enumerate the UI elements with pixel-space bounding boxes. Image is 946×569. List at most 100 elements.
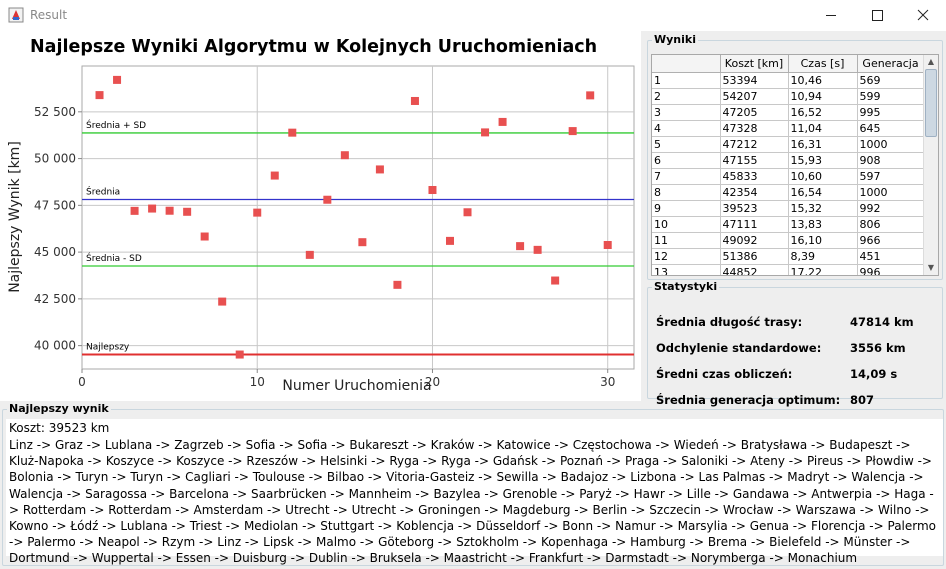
data-point xyxy=(270,171,279,180)
best-result-legend: Najlepszy wynik xyxy=(7,402,111,416)
table-cell: 9 xyxy=(652,200,721,217)
table-cell: 8,39 xyxy=(788,248,858,265)
table-cell: 5 xyxy=(652,136,721,153)
table-cell: 10,46 xyxy=(788,72,858,89)
data-point xyxy=(568,127,577,136)
y-tick-label: 47 500 xyxy=(34,198,76,212)
table-cell: 1000 xyxy=(857,184,925,201)
stat-value: 3556 km xyxy=(850,341,906,355)
table-cell: 47111 xyxy=(720,216,789,233)
table-cell: 15,93 xyxy=(788,152,858,169)
table-cell: 47205 xyxy=(720,104,789,121)
data-point xyxy=(323,195,332,204)
data-point xyxy=(603,240,612,249)
data-point xyxy=(586,91,595,100)
y-tick-label: 52 500 xyxy=(34,105,76,119)
reference-line-label: Średnia + SD xyxy=(86,119,146,131)
data-point xyxy=(481,128,490,137)
scatter-chart: Najlepsze Wyniki Algorytmu w Kolejnych U… xyxy=(7,37,635,394)
table-row[interactable]: 5 47212 16,31 1000 xyxy=(652,136,925,153)
chart-panel: Najlepsze Wyniki Algorytmu w Kolejnych U… xyxy=(0,31,641,401)
close-button[interactable] xyxy=(900,0,946,31)
table-cell: 54207 xyxy=(720,88,789,105)
column-header[interactable] xyxy=(652,55,721,73)
data-point xyxy=(165,206,174,215)
data-point xyxy=(463,208,472,217)
table-cell: 53394 xyxy=(720,72,789,89)
best-cost: Koszt: 39523 km xyxy=(9,421,110,435)
table-cell: 47328 xyxy=(720,120,789,137)
table-cell: 11,04 xyxy=(788,120,858,137)
table-cell: 11 xyxy=(652,232,721,249)
y-tick-label: 45 000 xyxy=(34,245,76,259)
table-cell: 39523 xyxy=(720,200,789,217)
table-row[interactable]: 8 42354 16,54 1000 xyxy=(652,184,925,201)
results-scrollbar[interactable]: ▲ ▼ xyxy=(923,55,938,275)
table-cell: 569 xyxy=(857,72,925,89)
reference-line-label: Najlepszy xyxy=(86,343,130,353)
table-row[interactable]: 4 47328 11,04 645 xyxy=(652,120,925,137)
data-point xyxy=(288,128,297,137)
java-app-icon xyxy=(8,7,24,23)
x-tick-label: 10 xyxy=(250,375,265,389)
table-cell: 645 xyxy=(857,120,925,137)
column-header[interactable]: Generacja xyxy=(857,55,925,73)
data-point xyxy=(183,207,192,216)
results-legend: Wyniki xyxy=(652,33,698,47)
data-point xyxy=(235,350,244,359)
table-cell: 10,60 xyxy=(788,168,858,185)
table-row[interactable]: 11 49092 16,10 966 xyxy=(652,232,925,249)
results-table: Koszt [km] Czas [s] Generacja 1 53394 10,46 5… xyxy=(652,55,925,275)
table-row[interactable]: 7 45833 10,60 597 xyxy=(652,168,925,185)
x-axis-label: Numer Uruchomienia xyxy=(282,378,431,394)
stat-label: Średnia generacja optimum: xyxy=(656,393,841,407)
table-row[interactable]: 13 44852 17,22 996 xyxy=(652,264,925,275)
data-point xyxy=(393,280,402,289)
column-header[interactable]: Koszt [km] xyxy=(720,55,789,73)
maximize-button[interactable] xyxy=(854,0,900,31)
table-cell: 17,22 xyxy=(788,264,858,275)
table-row[interactable]: 6 47155 15,93 908 xyxy=(652,152,925,169)
table-cell: 44852 xyxy=(720,264,789,275)
x-tick-label: 0 xyxy=(78,375,86,389)
x-tick-label: 30 xyxy=(600,375,615,389)
table-cell: 10 xyxy=(652,216,721,233)
best-result-text-area[interactable]: Koszt: 39523 km Linz -> Graz -> Lublana … xyxy=(6,419,943,565)
best-result-panel: Najlepszy wynik Koszt: 39523 km Linz -> … xyxy=(2,402,944,566)
minimize-button[interactable] xyxy=(808,0,854,31)
scroll-up-icon[interactable]: ▲ xyxy=(927,57,935,66)
table-row[interactable]: 9 39523 15,32 992 xyxy=(652,200,925,217)
stat-value: 14,09 s xyxy=(850,367,898,381)
table-cell: 806 xyxy=(857,216,925,233)
scroll-down-icon[interactable]: ▼ xyxy=(927,263,935,272)
table-cell: 13 xyxy=(652,264,721,275)
table-row[interactable]: 3 47205 16,52 995 xyxy=(652,104,925,121)
y-axis-label: Najlepszy Wynik [km] xyxy=(7,141,23,293)
table-cell: 451 xyxy=(857,248,925,265)
data-point xyxy=(113,75,122,84)
x-tick-label: 20 xyxy=(425,375,440,389)
table-row[interactable]: 2 54207 10,94 599 xyxy=(652,88,925,105)
data-point xyxy=(533,245,542,254)
close-icon xyxy=(917,9,929,21)
y-tick-label: 40 000 xyxy=(34,339,76,353)
data-point xyxy=(516,242,525,251)
stats-panel: Statystyki Średnia długość trasy: 47814 k… xyxy=(647,280,943,407)
table-cell: 1 xyxy=(652,72,721,89)
table-cell: 42354 xyxy=(720,184,789,201)
scroll-thumb[interactable] xyxy=(925,69,937,137)
data-point xyxy=(498,117,507,126)
data-point xyxy=(148,204,157,213)
table-cell: 6 xyxy=(652,152,721,169)
table-cell: 8 xyxy=(652,184,721,201)
column-header[interactable]: Czas [s] xyxy=(788,55,858,73)
data-point xyxy=(428,186,437,195)
y-tick-label: 50 000 xyxy=(34,152,76,166)
table-row[interactable]: 12 51386 8,39 451 xyxy=(652,248,925,265)
table-row[interactable]: 1 53394 10,46 569 xyxy=(652,72,925,89)
table-cell: 13,83 xyxy=(788,216,858,233)
table-cell: 49092 xyxy=(720,232,789,249)
table-row[interactable]: 10 47111 13,83 806 xyxy=(652,216,925,233)
results-table-container: Koszt [km] Czas [s] Generacja 1 53394 10,46 5… xyxy=(651,54,939,276)
data-point xyxy=(340,151,349,160)
